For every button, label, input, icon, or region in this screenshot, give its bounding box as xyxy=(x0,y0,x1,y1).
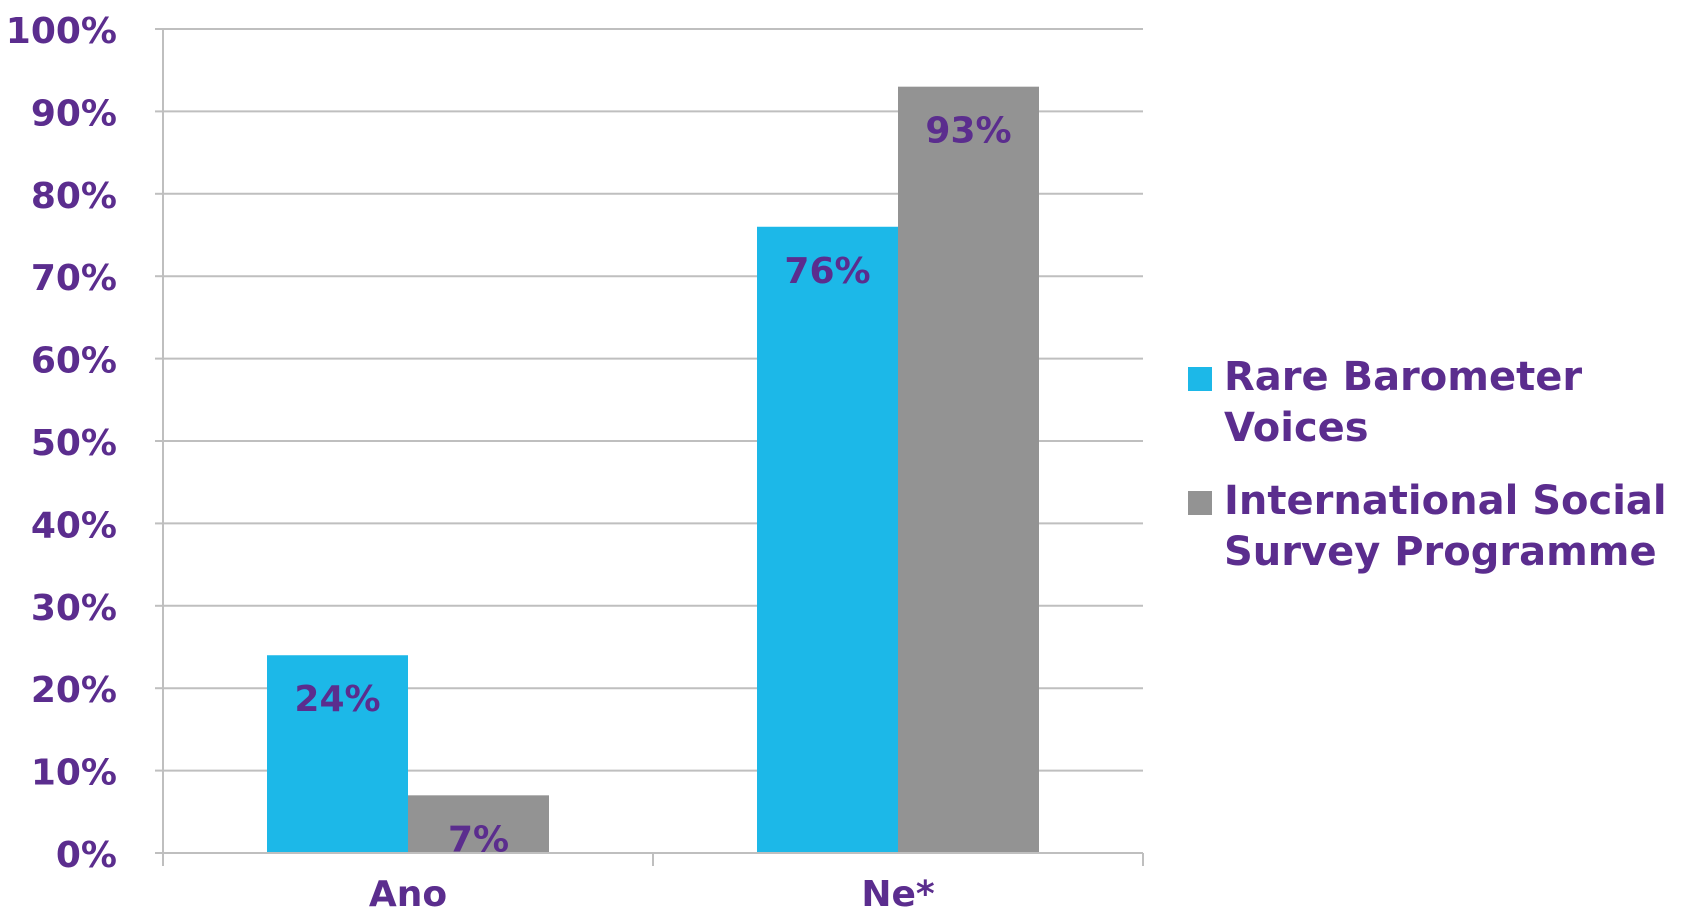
x-tick-label: Ne* xyxy=(861,874,935,915)
legend-label: Rare Barometer Voices xyxy=(1224,354,1583,451)
bar xyxy=(267,655,408,853)
y-axis-ticks: 0% 10% 20% 30% 40% 50% 60% 70% 80% 90% 100% xyxy=(6,11,163,876)
y-tick-label: 10% xyxy=(31,753,117,794)
data-label: 76% xyxy=(784,251,870,292)
data-label: 24% xyxy=(294,679,380,720)
bars: 24% 7% 76% 93% xyxy=(267,86,1039,860)
y-tick-label: 50% xyxy=(31,423,117,464)
y-tick-label: 40% xyxy=(31,505,117,546)
y-tick-label: 20% xyxy=(31,670,117,711)
x-axis-ticks: Ano Ne* xyxy=(162,853,1144,915)
legend: Rare Barometer Voices International Soci… xyxy=(1188,352,1693,600)
legend-item-international-social-survey-programme: International Social Survey Programme xyxy=(1188,476,1693,578)
bar xyxy=(757,226,898,853)
data-label: 93% xyxy=(925,111,1011,152)
y-tick-label: 70% xyxy=(31,258,117,299)
y-tick-label: 80% xyxy=(31,176,117,217)
legend-swatch xyxy=(1188,491,1212,515)
y-tick-label: 30% xyxy=(31,588,117,629)
y-tick-label: 60% xyxy=(31,341,117,382)
y-tick-label: 100% xyxy=(6,11,117,52)
data-label: 7% xyxy=(448,819,509,860)
bar xyxy=(898,86,1039,854)
y-tick-label: 0% xyxy=(56,835,117,876)
legend-item-rare-barometer-voices: Rare Barometer Voices xyxy=(1188,352,1693,454)
bar xyxy=(408,795,549,853)
legend-swatch xyxy=(1188,367,1212,391)
x-tick-label: Ano xyxy=(369,874,447,915)
legend-label: International Social Survey Programme xyxy=(1224,478,1667,575)
y-tick-label: 90% xyxy=(31,93,117,134)
